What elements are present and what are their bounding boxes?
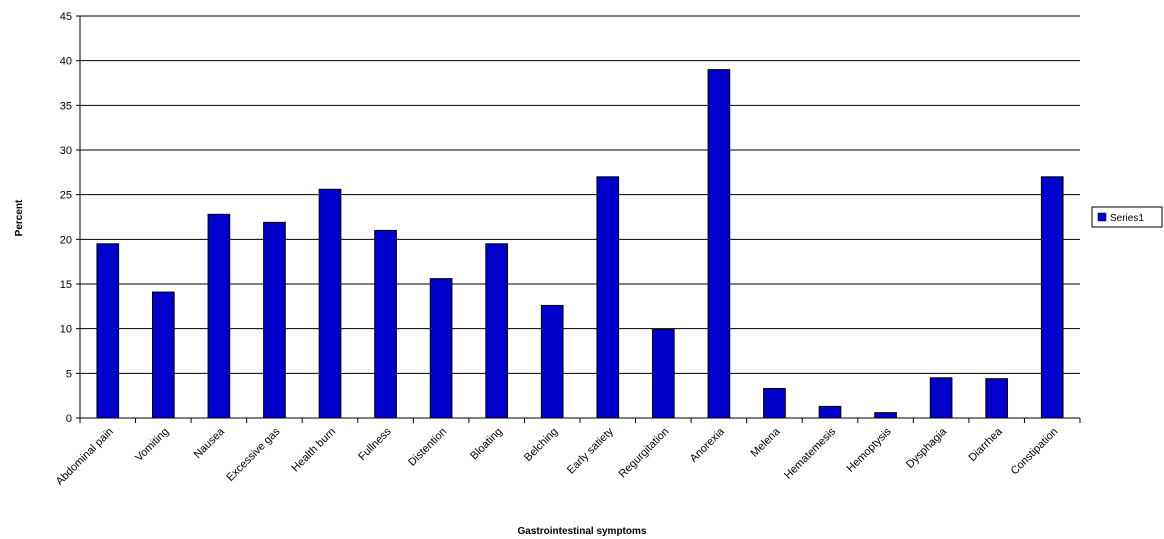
x-tick-label: Fullness — [356, 425, 394, 463]
x-tick-label: Dysphagia — [904, 425, 950, 471]
bar — [707, 69, 731, 419]
y-tick-label: 10 — [60, 324, 72, 336]
legend: Series1 — [1091, 206, 1163, 228]
y-tick-label: 20 — [60, 234, 72, 246]
bar — [485, 243, 509, 419]
y-tick-label: 45 — [60, 11, 72, 23]
x-tick-label: Anorexia — [688, 425, 728, 465]
legend-swatch — [1097, 212, 1107, 222]
gridlines — [80, 15, 1080, 374]
x-tick-label: Hemoptysis — [845, 425, 894, 474]
x-tick-label: Nausea — [192, 425, 228, 461]
bars — [96, 69, 1064, 419]
y-axis-ticks: 0 5 10 15 20 25 30 35 40 45 — [60, 11, 80, 425]
bar — [374, 229, 397, 419]
bar — [985, 378, 1008, 419]
bar — [429, 278, 453, 419]
y-tick-label: 30 — [60, 145, 72, 157]
bar — [96, 243, 120, 419]
y-tick-label: 40 — [60, 56, 72, 68]
bar — [763, 388, 786, 419]
bar — [929, 377, 953, 419]
legend-label: Series1 — [1110, 213, 1144, 224]
y-axis-title: Percent — [14, 199, 25, 236]
bar — [1040, 176, 1064, 419]
x-tick-label: Distention — [406, 426, 449, 469]
x-tick-label: Hematemesis — [782, 425, 838, 481]
bar — [818, 405, 842, 419]
legend-box — [1091, 206, 1163, 228]
bar — [652, 329, 675, 419]
x-axis-title: Gastrointestinal symptoms — [518, 526, 647, 537]
x-tick-label: Bloating — [468, 426, 505, 463]
y-tick-label: 15 — [60, 279, 72, 291]
x-tick-label: Excessive gas — [224, 425, 283, 484]
bar — [152, 291, 175, 419]
x-tick-label: Belching — [522, 426, 560, 464]
x-tick-label: Constipation — [1009, 426, 1061, 478]
bar — [318, 188, 342, 419]
bar — [263, 221, 286, 419]
bar — [874, 412, 897, 419]
bar — [596, 176, 620, 419]
x-tick-label: Vomiting — [133, 426, 171, 464]
x-tick-label: Melena — [749, 425, 784, 460]
y-tick-label: 0 — [66, 413, 72, 425]
bar — [207, 213, 231, 419]
y-tick-label: 5 — [66, 368, 72, 380]
x-tick-label: Regurgitation — [617, 426, 672, 481]
x-tick-label: Abdominal pain — [54, 426, 116, 488]
y-tick-label: 35 — [60, 100, 72, 112]
x-tick-label: Health burn — [289, 426, 338, 475]
x-tick-label: Diarrhea — [966, 425, 1005, 464]
bar — [540, 304, 564, 419]
x-tick-label: Early satiety — [565, 425, 616, 476]
y-tick-label: 25 — [60, 190, 72, 202]
